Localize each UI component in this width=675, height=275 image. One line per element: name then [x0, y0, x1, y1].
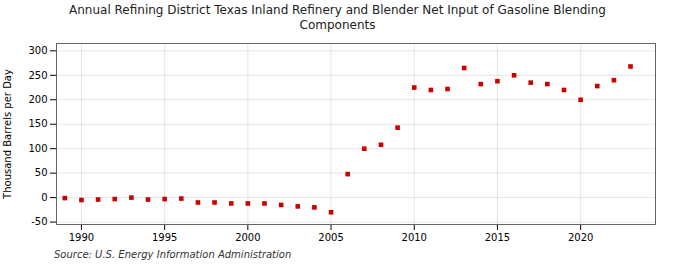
svg-text:100: 100 [28, 143, 47, 154]
html-text:Annual Refining District Texas: Annual Refining District Texas Inland Re… [69, 3, 606, 32]
svg-text:300: 300 [28, 45, 47, 56]
svg-text:250: 250 [28, 69, 47, 80]
svg-text:Thousand Barrels per Day: Thousand Barrels per Day [2, 69, 13, 200]
svg-text:-50: -50 [31, 216, 47, 227]
svg-text:50: 50 [35, 167, 48, 178]
html-text:Source: U.S. Energy Informatio: Source: U.S. Energy Information Administ… [54, 249, 292, 260]
svg-text:2000: 2000 [235, 232, 260, 243]
svg-text:0: 0 [41, 192, 47, 203]
svg-text:2015: 2015 [485, 232, 510, 243]
svg-text:200: 200 [28, 94, 47, 105]
svg-text:1990: 1990 [69, 232, 94, 243]
svg-text:2005: 2005 [318, 232, 343, 243]
svg-text:2010: 2010 [402, 232, 427, 243]
svg-text:2020: 2020 [568, 232, 593, 243]
svg-text:1995: 1995 [152, 232, 177, 243]
svg-text:150: 150 [28, 118, 47, 129]
